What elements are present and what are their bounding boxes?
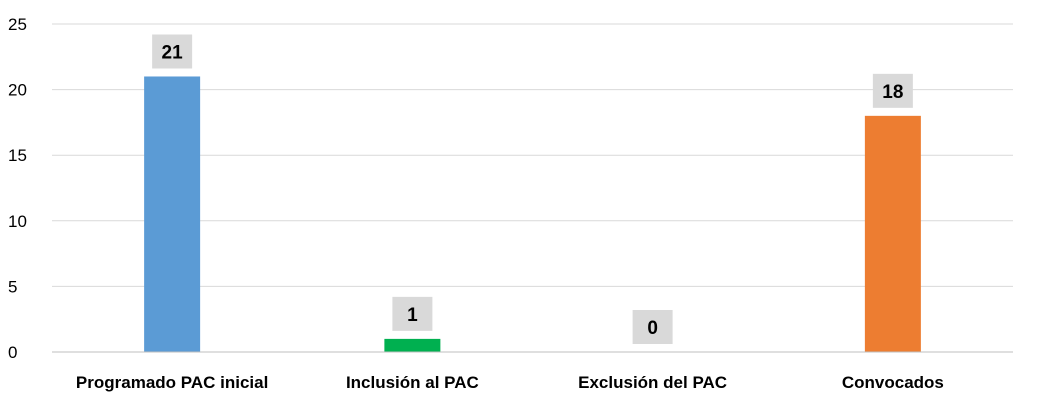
y-tick-label: 25 [8,15,27,34]
data-label-box [872,73,913,108]
gridlines [52,23,1013,287]
x-category-label: Programado PAC inicial [76,373,268,392]
y-tick-label: 15 [8,146,27,165]
bar-3 [864,115,921,352]
x-category-label: Inclusión al PAC [346,373,479,392]
data-label-box [152,34,193,69]
data-label-box [632,310,673,344]
data-labels: 21 1 0 18 [152,34,913,344]
bar-0 [144,76,201,352]
data-label: 0 [647,318,658,339]
bars [144,76,921,352]
y-tick-label: 10 [8,212,27,231]
data-label-box [392,296,433,331]
y-tick-label: 5 [8,277,17,296]
x-category-label: Exclusión del PAC [578,373,727,392]
data-label: 1 [407,305,418,326]
y-tick-label: 20 [8,81,27,100]
bar-1 [384,338,441,352]
data-label: 21 [162,42,184,63]
x-category-label: Convocados [842,373,944,392]
data-label: 18 [882,82,903,103]
y-tick-label: 0 [8,343,17,362]
